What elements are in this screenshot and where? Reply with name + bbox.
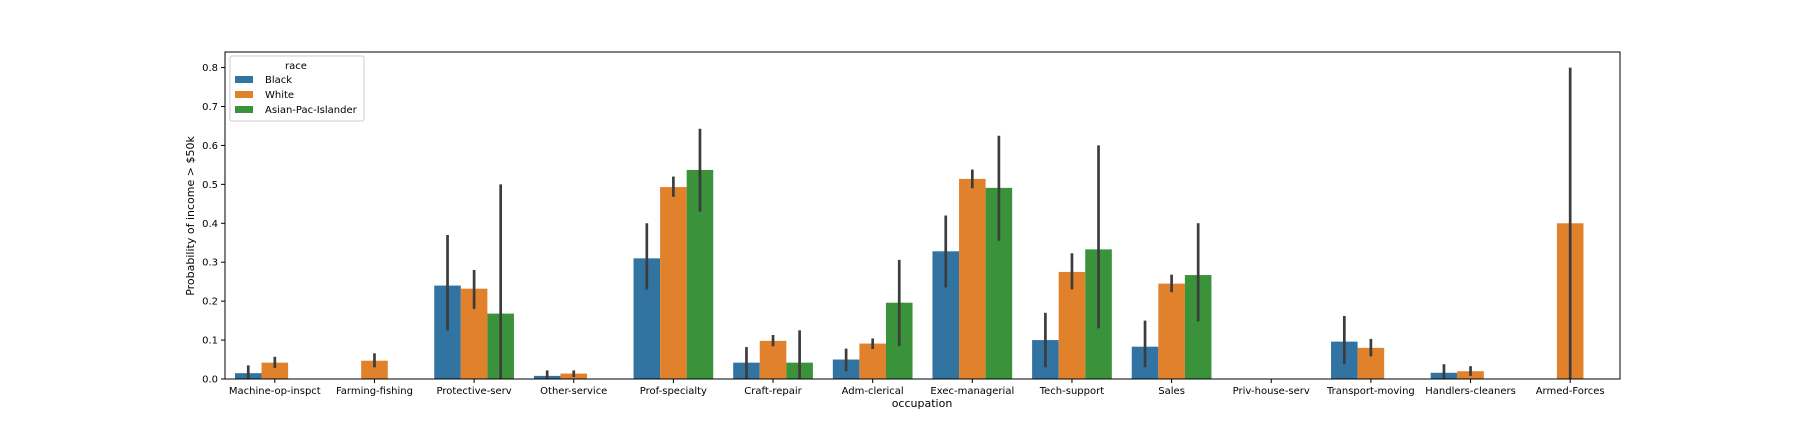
x-tick-label-priv-house-serv: Priv-house-serv — [1233, 386, 1310, 397]
legend: race Black White Asian-Pac-Islander — [229, 55, 365, 122]
x-tick-label-handlers-cleaners: Handlers-cleaners — [1425, 386, 1516, 397]
x-axis: Machine-op-inspct Farming-fishing Protecti… — [229, 379, 1605, 397]
legend-label-asian-pac-islander: Asian-Pac-Islander — [265, 105, 358, 116]
plot-frame — [224, 51, 1621, 380]
legend-title: race — [285, 61, 307, 72]
x-tick-label-machine-op-inspct: Machine-op-inspct — [229, 386, 321, 397]
x-tick-label-adm-clerical: Adm-clerical — [842, 386, 904, 397]
y-tick-label: 0.1 — [202, 336, 218, 347]
x-tick-label-exec-managerial: Exec-managerial — [930, 386, 1014, 397]
y-tick-label: 0.7 — [202, 102, 218, 113]
y-tick-label: 0.5 — [202, 180, 218, 191]
y-tick-label: 0.8 — [202, 63, 218, 74]
x-tick-label-armed-forces: Armed-Forces — [1536, 386, 1605, 397]
bar-white-adm-clerical — [859, 343, 886, 379]
legend-swatch-asian-pac-islander — [235, 106, 253, 113]
x-tick-label-farming-fishing: Farming-fishing — [336, 386, 413, 397]
y-tick-label: 0.6 — [202, 141, 218, 152]
bar-white-craft-repair — [759, 340, 787, 379]
y-tick-label: 0.0 — [202, 375, 218, 386]
x-tick-label-craft-repair: Craft-repair — [744, 386, 802, 397]
legend-box — [229, 55, 365, 122]
legend-label-black: Black — [265, 75, 292, 86]
legend-swatch-white — [235, 91, 253, 98]
bar-white-farming-fishing — [361, 360, 388, 379]
x-tick-label-other-service: Other-service — [540, 386, 607, 397]
bar-white-sales — [1158, 283, 1185, 379]
x-tick-label-transport-moving: Transport-moving — [1326, 386, 1415, 397]
bar-white-machine-op-inspct — [261, 362, 289, 379]
x-tick-label-prof-specialty: Prof-specialty — [640, 386, 707, 397]
y-tick-label: 0.2 — [202, 297, 218, 308]
bars-layer — [234, 169, 1584, 379]
y-tick-label: 0.4 — [202, 219, 218, 230]
bar-white-exec-managerial — [959, 178, 986, 379]
x-tick-label-protective-serv: Protective-serv — [436, 386, 511, 397]
y-axis: 0.0 0.1 0.2 0.3 0.4 0.5 0.6 0.7 0.8 — [202, 63, 225, 386]
legend-items: Black White Asian-Pac-Islander — [235, 75, 358, 116]
x-axis-label: occupation — [892, 397, 953, 410]
y-axis-label: Probability of income > $50k — [184, 136, 197, 296]
legend-swatch-black — [235, 76, 253, 83]
x-tick-label-sales: Sales — [1158, 386, 1185, 397]
legend-label-white: White — [265, 90, 294, 101]
bar-white-tech-support — [1058, 271, 1086, 379]
y-tick-label: 0.3 — [202, 258, 218, 269]
bar-white-prof-specialty — [660, 187, 687, 379]
error-bars-layer — [246, 67, 1572, 379]
x-tick-label-tech-support: Tech-support — [1039, 386, 1104, 397]
